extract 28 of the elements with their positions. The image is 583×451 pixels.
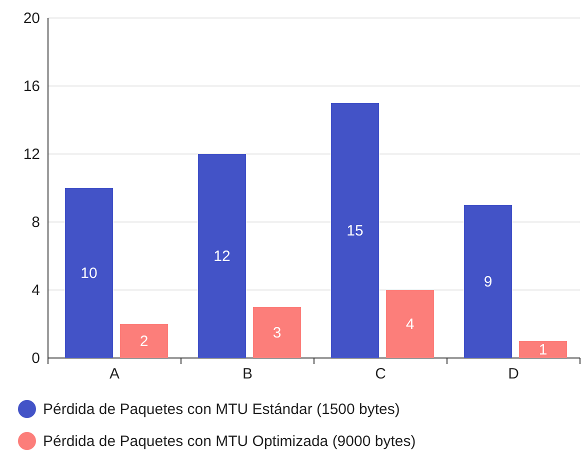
y-tick-label: 8	[32, 214, 40, 231]
y-tick-label: 0	[32, 350, 40, 367]
data-label: 10	[80, 265, 98, 282]
legend-label: Pérdida de Paquetes con MTU Optimizada (9000 bytes)	[43, 433, 416, 450]
y-tick-label: 20	[23, 10, 40, 27]
y-tick-label: 16	[23, 78, 40, 95]
bar	[331, 103, 379, 358]
x-tick-label: A	[109, 366, 120, 383]
bar	[198, 154, 246, 358]
data-label: 12	[214, 248, 230, 265]
data-label: 2	[140, 333, 148, 350]
data-label: 9	[484, 274, 492, 290]
x-tick-label: C	[375, 366, 386, 383]
data-label: 3	[272, 324, 282, 342]
x-tick-label: D	[508, 366, 520, 383]
y-tick-label: 12	[23, 146, 40, 163]
legend-label: Pérdida de Paquetes con MTU Estándar (1500 bytes)	[43, 401, 400, 418]
bar	[519, 341, 567, 358]
data-label: 4	[406, 316, 414, 333]
data-label: 1	[538, 342, 548, 358]
bar	[65, 188, 113, 358]
bar	[120, 324, 168, 358]
bar	[386, 290, 434, 358]
bar	[253, 307, 301, 358]
y-tick-label: 4	[32, 282, 40, 299]
bar	[464, 205, 512, 358]
x-tick-label: B	[242, 366, 253, 383]
data-label: 15	[346, 222, 364, 240]
